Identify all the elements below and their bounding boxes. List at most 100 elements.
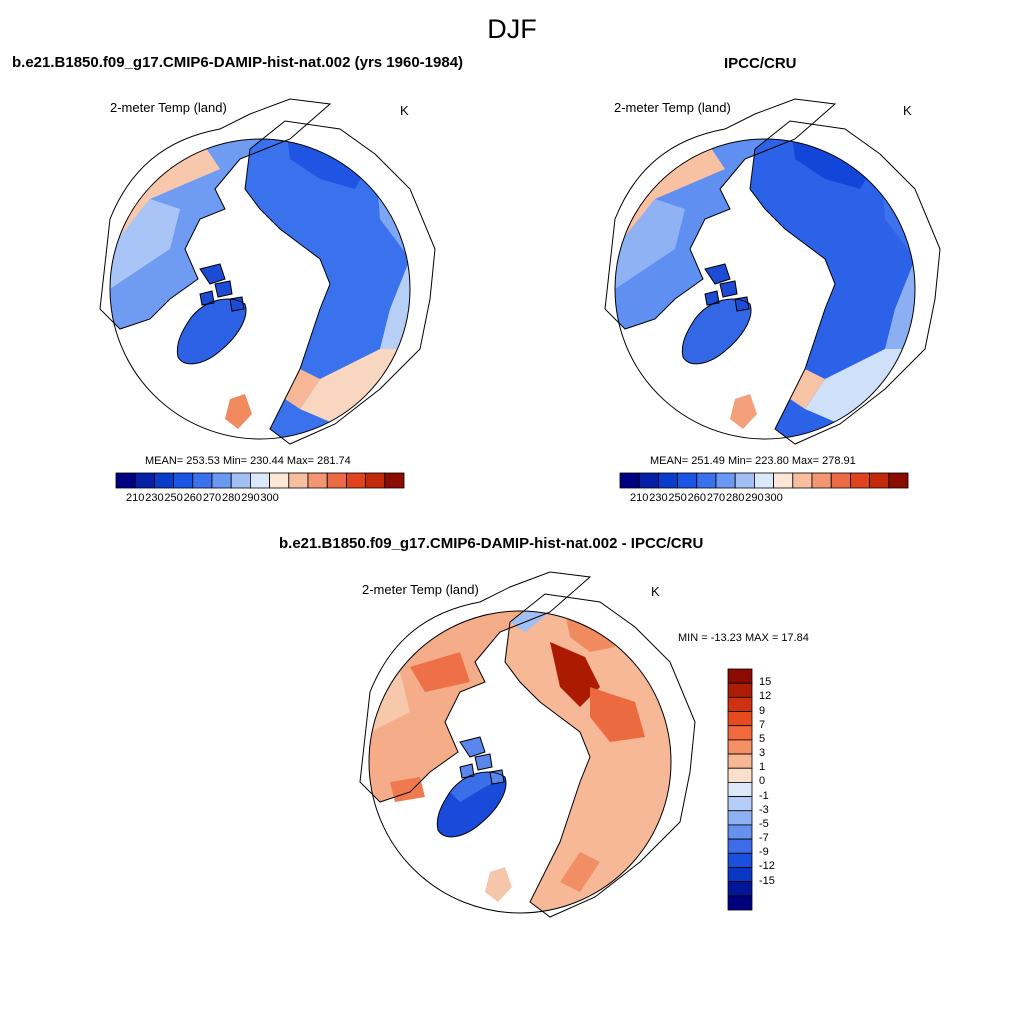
- obs-colorbar-swatch: [773, 472, 794, 489]
- obs-colorbar-swatch: [734, 472, 755, 489]
- obs-colorbar-tick-label: 210: [630, 492, 649, 504]
- obs-colorbar-swatch: [888, 472, 909, 489]
- diff-panel-title: b.e21.B1850.f09_g17.CMIP6-DAMIP-hist-nat…: [279, 535, 704, 552]
- diff-colorbar-tick-label: 12: [759, 690, 772, 703]
- model-colorbar-swatch: [384, 472, 405, 489]
- obs-colorbar-swatch: [869, 472, 890, 489]
- obs-map-border: [614, 138, 916, 440]
- obs-colorbar-tick-label: 290: [745, 492, 764, 504]
- diff-colorbar-swatch: [727, 739, 753, 755]
- diff-colorbar-tick-label: 1: [759, 761, 766, 774]
- model-panel-title: b.e21.B1850.f09_g17.CMIP6-DAMIP-hist-nat…: [12, 54, 464, 71]
- obs-colorbar-swatch: [792, 472, 813, 489]
- model-colorbar-tick-label: 230: [145, 492, 164, 504]
- model-colorbar-swatch: [115, 472, 136, 489]
- diff-colorbar-swatch: [727, 852, 753, 868]
- model-colorbar-swatch: [211, 472, 232, 489]
- obs-colorbar-swatch: [811, 472, 832, 489]
- diff-colorbar-swatch: [727, 881, 753, 897]
- obs-colorbar-swatch: [638, 472, 659, 489]
- diff-colorbar-tick-label: -15: [759, 874, 775, 887]
- model-colorbar-swatch: [307, 472, 328, 489]
- diff-colorbar-tick-label: 3: [759, 747, 766, 760]
- diff-colorbar-swatch: [727, 895, 753, 911]
- diff-colorbar-tick-label: -7: [759, 832, 769, 845]
- obs-stats-text: MEAN= 251.49 Min= 223.80 Max= 278.91: [650, 455, 856, 467]
- model-colorbar-swatch: [288, 472, 309, 489]
- obs-polar-map: [604, 98, 941, 445]
- obs-colorbar-tick-label: 270: [706, 492, 726, 504]
- obs-colorbar-swatch: [696, 472, 717, 489]
- obs-colorbar-swatch: [677, 472, 698, 489]
- model-colorbar-tick-label: 300: [260, 492, 279, 504]
- diff-polar-map: [359, 571, 696, 918]
- diff-colorbar-tick-label: 0: [759, 775, 766, 788]
- diff-colorbar-swatch: [727, 767, 753, 783]
- diff-colorbar-swatch: [727, 711, 753, 727]
- model-variable-label: 2-meter Temp (land): [110, 100, 227, 115]
- model-colorbar-tick-label: 280: [222, 492, 241, 504]
- diff-colorbar-tick-label: 9: [759, 704, 766, 717]
- obs-colorbar-tick-label: 260: [687, 492, 706, 504]
- diff-colorbar-swatch: [727, 838, 753, 854]
- model-colorbar-swatch: [249, 472, 270, 489]
- model-colorbar-swatch: [173, 472, 194, 489]
- model-colorbar-tick-label: 290: [241, 492, 260, 504]
- diff-stats-text: MIN = -13.23 MAX = 17.84: [678, 632, 809, 644]
- diff-colorbar-swatch: [727, 782, 753, 797]
- diff-colorbar-tick-label: -3: [759, 803, 769, 816]
- obs-colorbar-tick-label: 280: [726, 492, 745, 504]
- model-colorbar-tick-label: 260: [183, 492, 202, 504]
- diff-colorbar-swatch: [727, 682, 753, 698]
- obs-units-label: K: [903, 103, 912, 118]
- diff-colorbar-tick-label: 5: [759, 732, 766, 745]
- diff-colorbar-swatch: [727, 696, 753, 712]
- model-polar-map: [99, 98, 436, 445]
- obs-colorbar-swatch: [715, 472, 736, 489]
- diff-colorbar-swatch: [727, 725, 753, 741]
- diff-map-border: [368, 610, 672, 914]
- model-units-label: K: [400, 103, 409, 118]
- diff-colorbar: [727, 668, 753, 911]
- obs-colorbar-tick-label: 250: [668, 492, 687, 504]
- obs-panel-title: IPCC/CRU: [724, 55, 797, 72]
- model-colorbar-tick-label: 250: [164, 492, 183, 504]
- obs-variable-label: 2-meter Temp (land): [614, 100, 731, 115]
- model-stats-text: MEAN= 253.53 Min= 230.44 Max= 281.74: [145, 455, 351, 467]
- obs-colorbar-swatch: [850, 472, 871, 489]
- diff-colorbar-tick-label: -12: [759, 860, 775, 873]
- obs-colorbar-swatch: [658, 472, 679, 489]
- obs-colorbar-swatch: [619, 472, 640, 489]
- obs-colorbar: [619, 472, 909, 489]
- model-colorbar-swatch: [269, 472, 290, 489]
- model-colorbar-tick-label: 270: [202, 492, 222, 504]
- model-colorbar-swatch: [153, 472, 174, 489]
- obs-colorbar-swatch: [754, 472, 775, 489]
- obs-colorbar-tick-label: 230: [649, 492, 668, 504]
- diff-units-label: K: [651, 584, 660, 599]
- diff-colorbar-swatch: [727, 668, 753, 684]
- diff-colorbar-swatch: [727, 824, 753, 840]
- obs-colorbar-tick-label: 300: [764, 492, 783, 504]
- model-colorbar-swatch: [192, 472, 213, 489]
- model-colorbar-swatch: [230, 472, 251, 489]
- diff-colorbar-swatch: [727, 753, 753, 769]
- diff-colorbar-swatch: [727, 796, 753, 812]
- model-colorbar-swatch: [134, 472, 155, 489]
- figure-title: DJF: [487, 14, 537, 44]
- model-colorbar-tick-label: 210: [126, 492, 145, 504]
- model-map-border: [109, 138, 411, 440]
- model-colorbar: [115, 472, 405, 489]
- model-colorbar-swatch: [365, 472, 386, 489]
- diff-colorbar-tick-label: -1: [759, 789, 769, 802]
- model-colorbar-swatch: [326, 472, 347, 489]
- diff-colorbar-swatch: [727, 810, 753, 826]
- diff-colorbar-tick-label: 7: [759, 718, 766, 731]
- diff-colorbar-tick-label: -5: [759, 817, 769, 830]
- diff-colorbar-tick-label: 15: [759, 676, 772, 689]
- diff-colorbar-swatch: [727, 867, 753, 883]
- model-colorbar-swatch: [345, 472, 366, 489]
- diff-variable-label: 2-meter Temp (land): [362, 582, 479, 597]
- diff-colorbar-tick-label: -9: [759, 846, 769, 859]
